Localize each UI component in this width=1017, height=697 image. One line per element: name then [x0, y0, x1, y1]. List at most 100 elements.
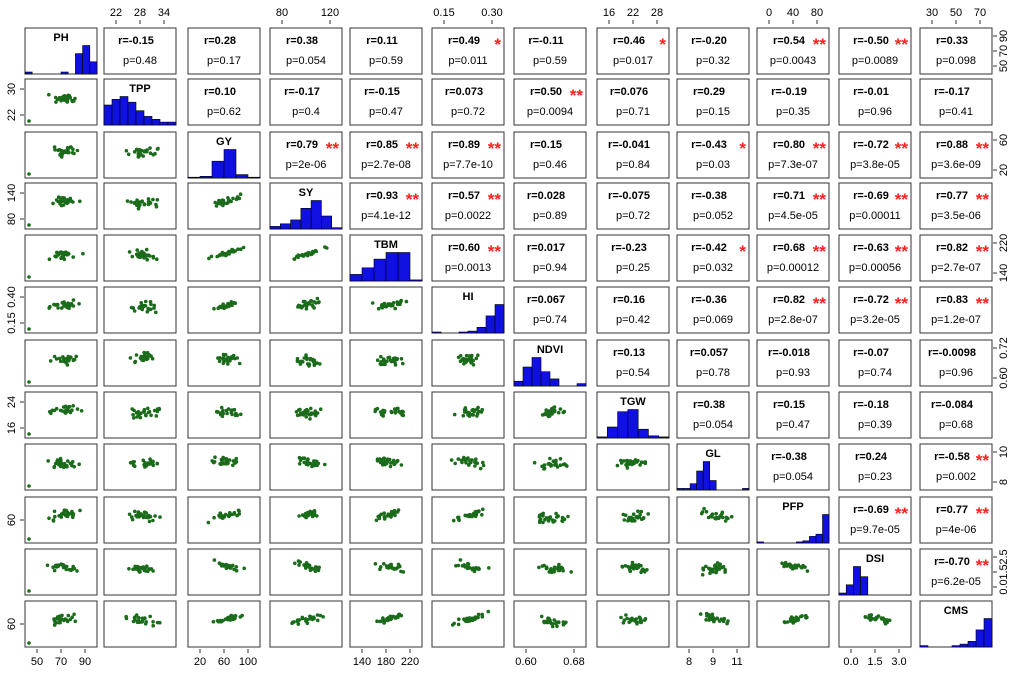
scatter-point: [305, 458, 310, 463]
correlation-value: r=0.24: [855, 451, 888, 463]
scatter-point: [27, 223, 31, 227]
histogram-bar: [606, 426, 618, 439]
scatter-point: [552, 567, 557, 572]
scatter-point: [719, 617, 724, 621]
scatter-point: [385, 457, 390, 462]
correlation-value: r=0.79: [286, 139, 318, 151]
correlation-value: r=0.073: [445, 86, 483, 98]
scatter-point: [457, 517, 461, 522]
correlation-value: r=-0.50: [853, 35, 889, 47]
right-tick-label: 0.60: [998, 367, 1010, 388]
scatter-point: [479, 410, 484, 414]
scatter-point: [399, 298, 404, 303]
scatter-point: [225, 411, 229, 416]
p-value: p=0.41: [939, 106, 973, 118]
scatter-point: [66, 150, 71, 155]
scatter-point: [698, 612, 703, 616]
cell-frame: [187, 443, 261, 491]
scatter-point: [379, 354, 383, 359]
scatter-point: [623, 564, 628, 568]
cell-frame: [756, 286, 830, 334]
histogram-bar: [223, 149, 237, 179]
significance-stars: **: [895, 242, 909, 261]
cell-NDVI-GY: [187, 339, 261, 387]
cell-frame: [919, 496, 993, 544]
scatter-point: [294, 410, 299, 414]
p-value: p=0.72: [451, 106, 485, 118]
scatter-point: [701, 566, 705, 571]
scatter-point: [298, 362, 303, 366]
scatter-point: [143, 304, 148, 308]
cell-TBM-CMS: r=0.82 p=2.7e-07**: [919, 234, 993, 282]
cell-frame: [676, 234, 750, 282]
scatter-point: [627, 567, 632, 572]
cell-frame: [676, 339, 750, 387]
scatter-point: [305, 357, 309, 362]
scatter-point: [48, 359, 53, 363]
scatter-point: [460, 564, 465, 568]
scatter-point: [301, 253, 306, 258]
cell-PFP-PH: [24, 496, 98, 544]
left-tick-label: 16: [6, 422, 18, 434]
scatter-point: [452, 412, 457, 417]
scatter-point: [397, 409, 401, 414]
scatter-point: [232, 567, 236, 572]
correlation-value: r=-0.15: [118, 35, 154, 47]
scatter-point: [298, 407, 302, 412]
scatter-point: [709, 615, 713, 619]
cell-GL-NDVI: [513, 443, 587, 491]
scatter-point: [60, 306, 64, 310]
scatter-point: [549, 567, 553, 571]
scatter-point: [314, 301, 318, 305]
scatter-point: [137, 306, 141, 310]
cell-frame: [187, 27, 261, 75]
scatter-point: [464, 618, 469, 623]
scatter-point: [214, 204, 219, 208]
histogram-bar: [494, 304, 505, 334]
scatter-point: [308, 566, 312, 570]
scatter-point: [63, 200, 68, 205]
cell-frame: [756, 234, 830, 282]
scatter-point: [78, 199, 82, 204]
p-value: p=0.89: [533, 210, 567, 222]
cell-PFP-GL: [676, 496, 750, 544]
scatter-point: [135, 248, 139, 252]
cell-frame: [596, 182, 670, 230]
scatter-point: [142, 510, 147, 514]
cell-DSI-GY: [187, 548, 261, 596]
cell-CMS-HI: [431, 600, 505, 648]
scatter-point: [129, 200, 133, 204]
scatter-point: [723, 519, 728, 523]
correlation-value: r=-0.42: [691, 242, 727, 254]
bottom-tick-label: 20: [194, 656, 206, 668]
histogram-bar: [959, 643, 969, 648]
scatter-point: [140, 616, 145, 621]
scatter-point: [27, 275, 31, 279]
p-value: p=0.72: [616, 210, 650, 222]
scatter-point: [27, 172, 31, 176]
scatter-point: [464, 460, 468, 465]
scatter-point: [154, 414, 159, 418]
scatter-point: [149, 413, 153, 418]
cell-PFP-GY: [187, 496, 261, 544]
histogram-bar: [82, 45, 91, 75]
scatter-point: [65, 305, 69, 310]
scatter-point: [630, 563, 634, 568]
scatter-point: [221, 411, 226, 416]
cell-TGW-NDVI: [513, 391, 587, 439]
scatter-point: [66, 146, 71, 150]
scatter-point: [130, 254, 135, 259]
scatter-point: [386, 355, 391, 360]
scatter-point: [397, 613, 402, 618]
p-value: p=0.069: [693, 314, 733, 326]
scatter-point: [549, 463, 554, 468]
scatter-point: [554, 458, 558, 463]
scatter-point: [134, 147, 139, 152]
scatter-point: [146, 461, 151, 466]
histogram-bar: [235, 174, 249, 179]
scatter-point: [27, 380, 31, 384]
scatter-point: [323, 462, 327, 467]
correlation-value: r=0.16: [613, 294, 645, 306]
scatter-point: [456, 622, 461, 627]
cell-SY-TGW: r=-0.075 p=0.72: [596, 182, 670, 230]
